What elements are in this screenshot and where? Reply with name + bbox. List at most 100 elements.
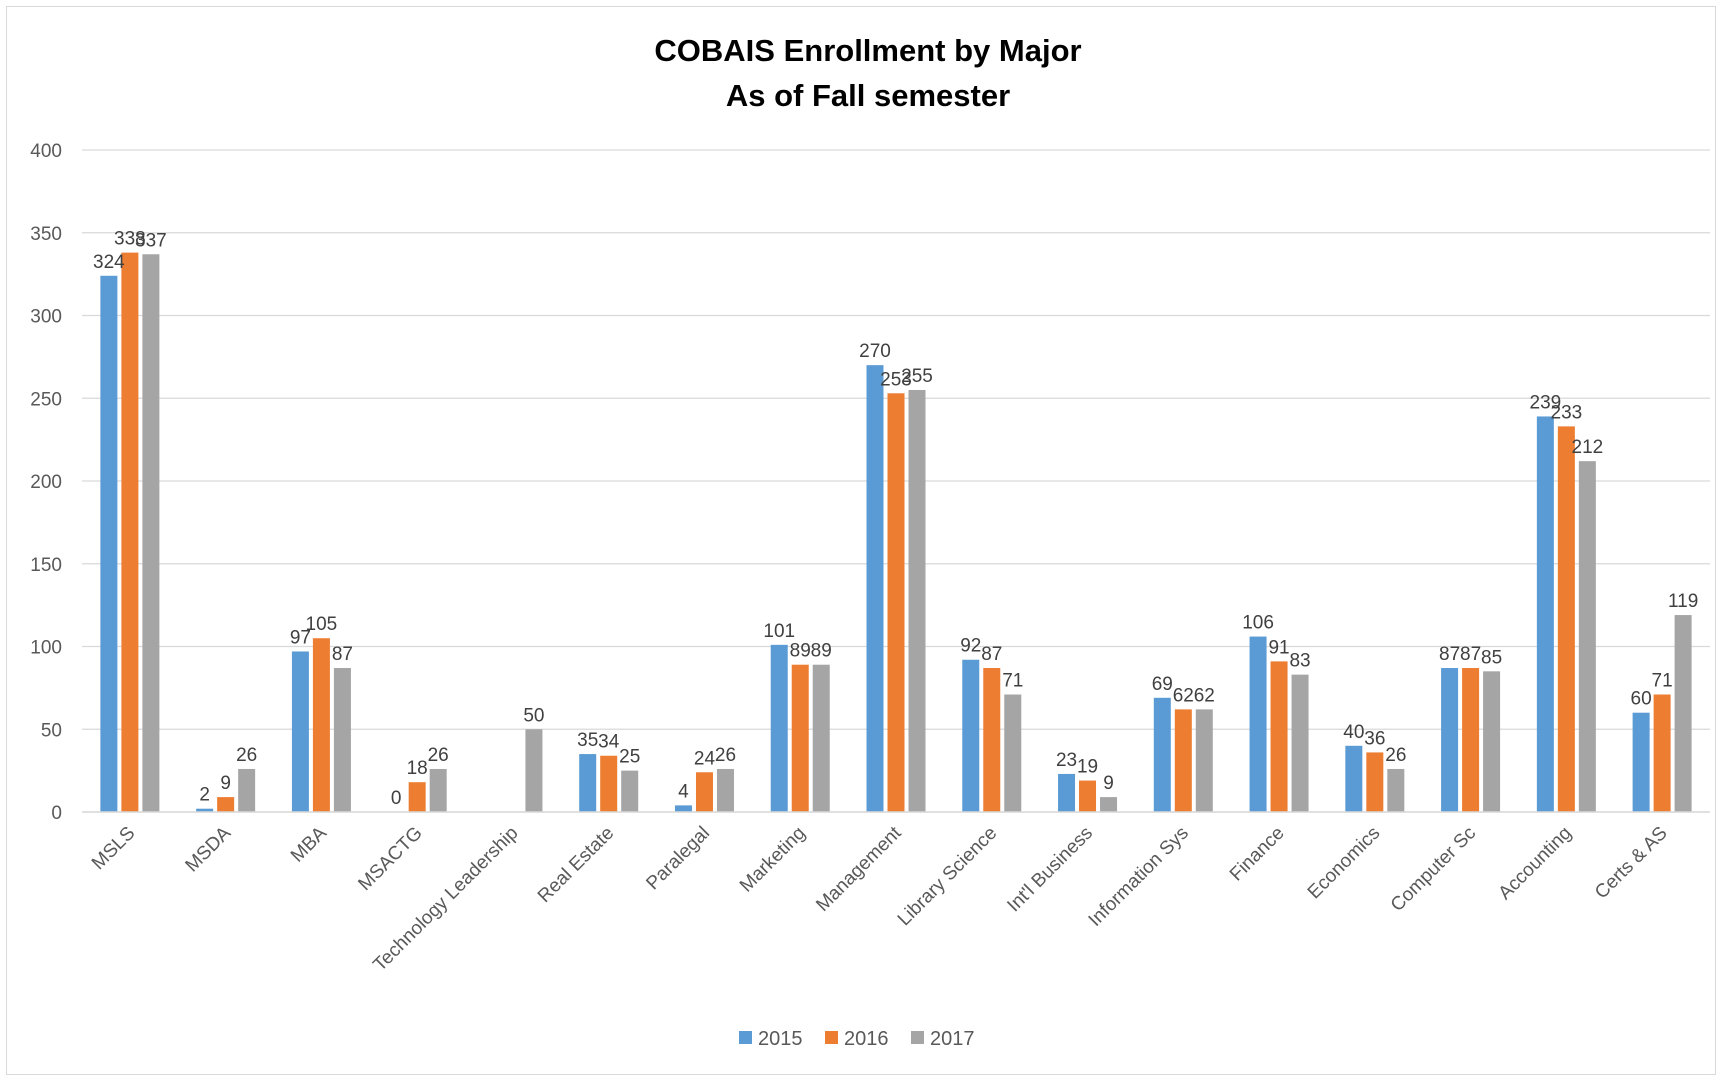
bar: [312, 638, 330, 812]
data-label: 87: [1439, 644, 1460, 665]
data-label: 71: [1002, 670, 1023, 691]
bar: [408, 782, 426, 812]
data-label: 71: [1652, 670, 1673, 691]
bar: [1674, 615, 1692, 812]
bar: [217, 797, 235, 812]
data-label: 69: [1152, 674, 1173, 695]
y-tick-label: 350: [30, 224, 62, 245]
y-tick-label: 250: [30, 389, 62, 410]
data-label: 337: [135, 230, 167, 251]
x-tick-label: MSACTG: [354, 823, 426, 895]
bar: [1058, 773, 1076, 812]
y-tick-label: 400: [30, 141, 62, 162]
bar: [333, 668, 351, 812]
bar: [866, 365, 884, 812]
data-label: 26: [715, 745, 736, 766]
legend-swatch: [825, 1031, 838, 1044]
bar: [674, 805, 692, 812]
x-tick-label: Economics: [1304, 823, 1385, 904]
legend-label: 2016: [844, 1028, 889, 1050]
data-label: 119: [1668, 591, 1698, 612]
x-tick-label: Marketing: [736, 823, 810, 897]
legend-label: 2015: [758, 1028, 803, 1050]
bar: [1270, 661, 1288, 812]
x-tick-label: Library Science: [894, 823, 1001, 930]
data-label: 19: [1077, 757, 1098, 778]
chart-title-line-1: COBAIS Enrollment by Major: [654, 33, 1081, 68]
bar: [291, 651, 309, 812]
data-label: 91: [1268, 637, 1289, 658]
data-label: 324: [93, 252, 125, 273]
data-label: 50: [523, 705, 544, 726]
bar: [1174, 709, 1192, 812]
data-label: 253: [880, 369, 912, 390]
bar: [1536, 416, 1554, 812]
bar: [621, 770, 639, 812]
bar: [695, 772, 713, 812]
bar: [1483, 671, 1501, 812]
bar: [962, 659, 980, 812]
x-tick-label: Paralegal: [642, 823, 714, 895]
bar: [770, 644, 788, 812]
bar: [142, 254, 160, 812]
bar: [1004, 694, 1022, 812]
bar: [1557, 426, 1575, 812]
data-label: 24: [694, 748, 716, 769]
bar: [525, 729, 543, 812]
y-tick-label: 150: [30, 555, 62, 576]
data-label: 60: [1631, 689, 1652, 710]
data-label: 40: [1343, 722, 1364, 743]
bar: [1079, 780, 1097, 812]
data-label: 89: [811, 641, 832, 662]
bar: [1632, 712, 1650, 812]
data-label: 97: [290, 627, 311, 648]
data-label: 255: [901, 366, 933, 387]
data-label: 338: [114, 229, 146, 250]
bar: [238, 768, 256, 812]
bar: [1653, 694, 1671, 812]
data-label: 92: [960, 636, 981, 657]
bars: [100, 252, 1692, 813]
data-label: 9: [220, 773, 231, 794]
x-tick-label: MBA: [287, 822, 331, 866]
data-label: 106: [1242, 613, 1274, 634]
x-tick-label: MSLS: [88, 823, 139, 874]
bar: [1387, 768, 1405, 812]
bar: [716, 768, 734, 812]
legend-label: 2017: [930, 1028, 975, 1050]
data-label: 26: [428, 745, 449, 766]
bar: [908, 389, 926, 812]
data-label: 4: [678, 781, 689, 802]
bar: [1195, 709, 1213, 812]
data-label: 239: [1530, 392, 1562, 413]
data-label: 26: [236, 745, 257, 766]
x-tick-label: MSDA: [182, 822, 236, 876]
y-axis-tick-labels: 0 50 100 150 200 250 300 350 400: [30, 141, 62, 824]
data-label: 23: [1056, 750, 1077, 771]
bar: [121, 252, 139, 813]
bar: [1462, 668, 1480, 812]
bar: [1578, 461, 1596, 812]
data-label: 270: [859, 341, 891, 362]
bar: [887, 393, 905, 812]
bar: [100, 275, 118, 812]
data-label: 212: [1572, 437, 1604, 458]
bar: [1441, 668, 1459, 812]
bar: [1291, 674, 1309, 812]
data-label: 233: [1551, 402, 1583, 423]
legend-swatch: [739, 1031, 752, 1044]
data-label: 9: [1103, 773, 1114, 794]
x-tick-label: Finance: [1226, 823, 1289, 886]
y-tick-label: 200: [30, 472, 62, 493]
legend: 2015 2016 2017: [739, 1028, 975, 1050]
x-tick-label: Certs & AS: [1591, 823, 1672, 904]
data-label: 25: [619, 747, 640, 768]
bar: [791, 664, 809, 812]
data-label: 62: [1173, 685, 1194, 706]
bar: [579, 754, 597, 812]
data-label: 26: [1385, 745, 1406, 766]
y-tick-label: 0: [51, 803, 62, 824]
data-label: 89: [790, 641, 811, 662]
